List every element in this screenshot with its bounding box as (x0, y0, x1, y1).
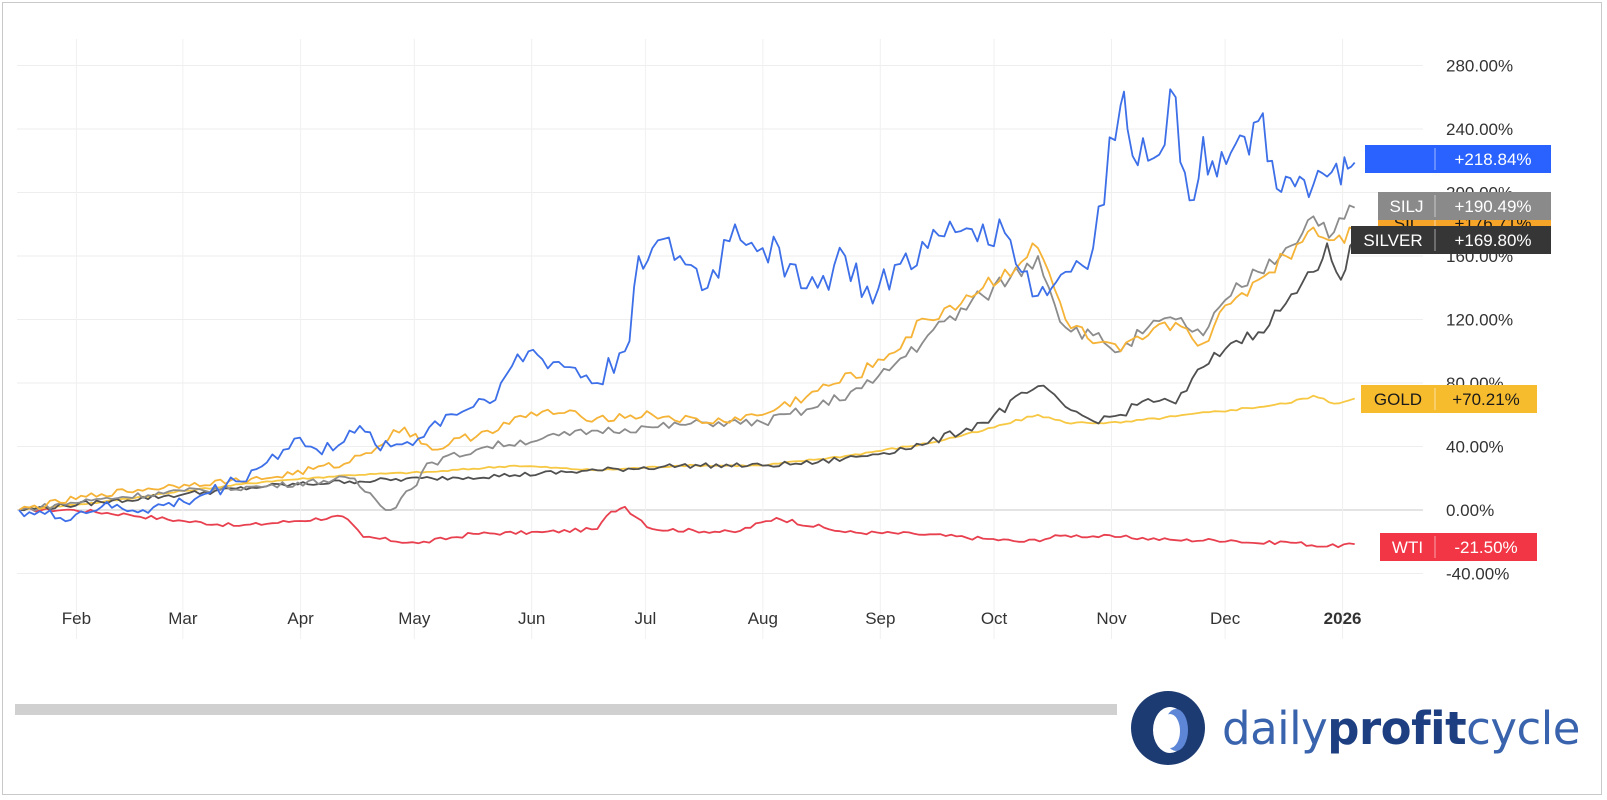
x-tick-label: Mar (168, 609, 198, 628)
series-line-main (18, 88, 1356, 523)
x-tick-label: 2026 (1324, 609, 1362, 628)
x-tick-label: Sep (865, 609, 895, 628)
series-lines (18, 88, 1356, 549)
x-tick-label: Apr (287, 609, 314, 628)
line-chart: 280.00%240.00%200.00%160.00%120.00%80.00… (17, 39, 1551, 639)
series-line-silj-2 (18, 226, 1356, 511)
brand-logo-mark-icon (1131, 691, 1205, 765)
badge-name-bg (1380, 533, 1435, 561)
y-tick-label: 40.00% (1446, 438, 1504, 457)
x-tick-label: Jul (635, 609, 657, 628)
x-tick-label: Dec (1210, 609, 1241, 628)
y-tick-label: 280.00% (1446, 57, 1513, 76)
badge-name-label: SILJ (1389, 197, 1423, 216)
badge-value-label: +70.21% (1452, 390, 1520, 409)
badge-value-label: +218.84% (1454, 150, 1531, 169)
badge-name-bg (1378, 192, 1435, 220)
x-tick-label: Feb (62, 609, 91, 628)
badge-name-label: GOLD (1374, 390, 1422, 409)
badge-name-bg (1351, 226, 1435, 254)
badge-gold: GOLD +70.21% (1361, 385, 1537, 413)
brand-logo: dailyprofitcycle (1130, 688, 1580, 768)
badge-value-bg (1435, 145, 1551, 173)
brand-word-cycle: cycle (1466, 701, 1580, 755)
badge-value-label: -21.50% (1454, 538, 1517, 557)
badge-value-bg (1435, 533, 1537, 561)
badge-wti: WTI -21.50% (1380, 533, 1537, 561)
x-tick-label: Oct (981, 609, 1008, 628)
badge-silver: SILVER +169.80% (1351, 226, 1551, 254)
badge-value-label: +169.80% (1454, 231, 1531, 250)
badge-value-bg (1435, 385, 1537, 413)
plot-background (17, 39, 1551, 639)
y-tick-label: 240.00% (1446, 120, 1513, 139)
badge-main: +218.84% (1365, 145, 1551, 173)
y-tick-label: 0.00% (1446, 501, 1494, 520)
grid-lines (17, 39, 1423, 639)
badge-name-label: WTI (1392, 538, 1423, 557)
x-tick-label: Aug (748, 609, 778, 628)
badge-value-bg (1435, 192, 1551, 220)
series-line-gold (18, 394, 1355, 511)
y-tick-label: 120.00% (1446, 311, 1513, 330)
brand-word-daily: daily (1222, 701, 1328, 755)
badge-name-bg (1365, 145, 1435, 173)
brand-word-profit: profit (1327, 701, 1467, 755)
y-tick-label: -40.00% (1446, 565, 1509, 584)
x-tick-label: Nov (1096, 609, 1127, 628)
badge-name-bg (1361, 385, 1435, 413)
axis-labels: 280.00%240.00%200.00%160.00%120.00%80.00… (62, 57, 1513, 629)
x-tick-label: Jun (518, 609, 545, 628)
last-value-badges: SIL +176.71%+218.84%SILJ +190.49%SILVER +16… (1351, 145, 1551, 561)
series-line-silver (18, 239, 1356, 512)
badge-name-label: SILVER (1363, 231, 1422, 250)
series-line-wti (18, 505, 1355, 549)
brand-wordmark: dailyprofitcycle (1222, 702, 1580, 755)
series-line-silj (18, 204, 1356, 512)
badge-silj: SILJ +190.49% (1378, 192, 1551, 220)
badge-value-label: +190.49% (1454, 197, 1531, 216)
x-tick-label: May (398, 609, 431, 628)
footer-divider-bar (15, 704, 1117, 715)
badge-value-bg (1435, 226, 1551, 254)
